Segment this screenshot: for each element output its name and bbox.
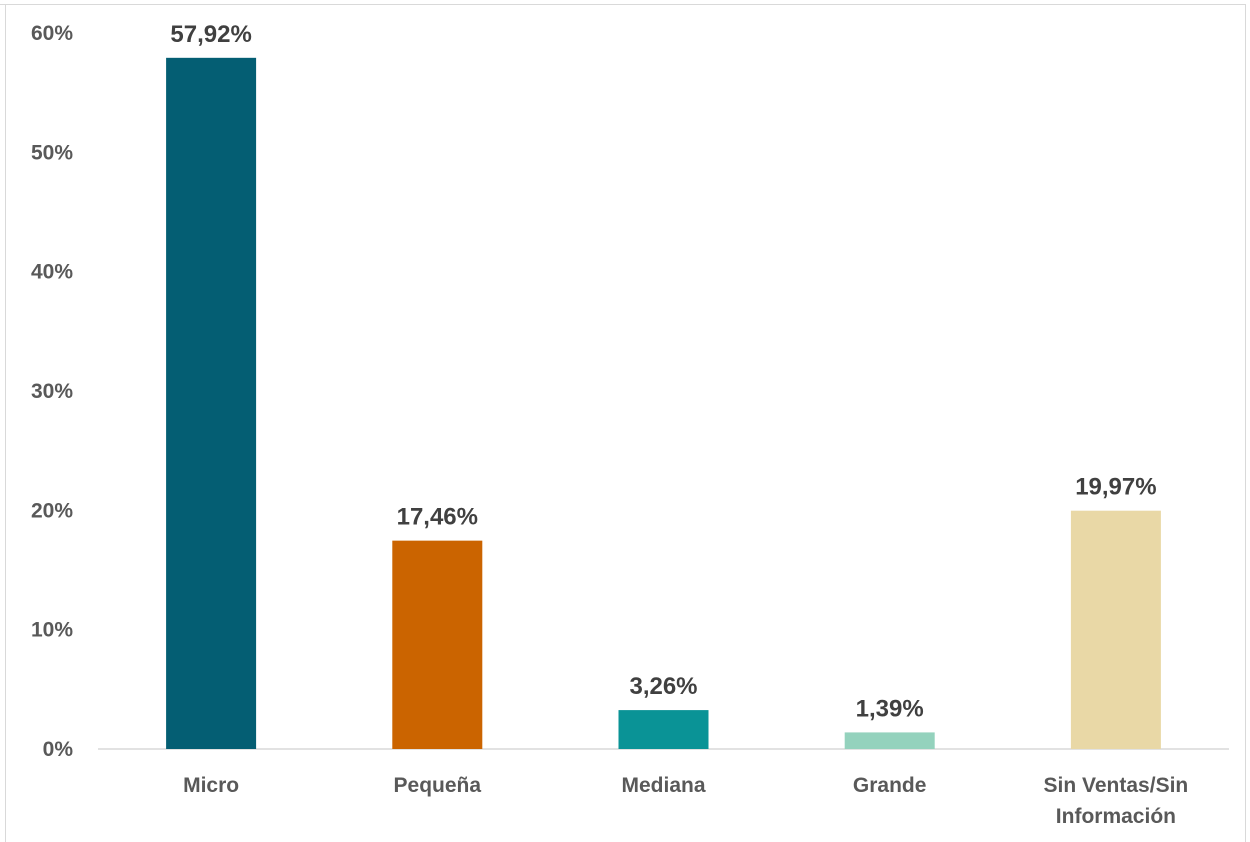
x-tick-label: Pequeña — [394, 774, 482, 797]
x-tick-label: Sin Ventas/Sin — [1044, 774, 1189, 797]
y-tick-label: 20% — [31, 499, 73, 522]
y-tick-label: 30% — [31, 380, 73, 403]
chart-border-left — [5, 4, 6, 842]
data-label: 57,92% — [170, 21, 251, 48]
data-label: 3,26% — [629, 673, 697, 700]
y-tick-label: 10% — [31, 619, 73, 642]
bar — [1070, 510, 1161, 749]
x-tick-label: Mediana — [621, 774, 705, 797]
data-label: 19,97% — [1075, 474, 1156, 501]
y-tick-label: 0% — [43, 738, 74, 761]
y-tick-label: 60% — [31, 22, 73, 45]
chart-border-top — [0, 4, 1245, 5]
bar — [392, 540, 483, 749]
x-tick-label: Micro — [183, 774, 239, 797]
data-label: 17,46% — [397, 504, 478, 531]
bar — [166, 57, 257, 749]
x-axis: Micro Pequeña Mediana Grande Sin Ventas/Sin I… — [183, 774, 1188, 828]
data-labels: 57,92% 17,46% 3,26% 1,39% 19,97% — [170, 21, 1156, 723]
data-label: 1,39% — [856, 695, 924, 722]
bar — [844, 732, 935, 749]
bar — [618, 710, 709, 749]
y-tick-label: 40% — [31, 261, 73, 284]
bars — [166, 57, 1161, 749]
y-axis: 0% 10% 20% 30% 40% 50% 60% — [31, 22, 73, 761]
x-tick-label: Grande — [853, 774, 927, 797]
chart-border-right — [1245, 4, 1246, 842]
x-tick-label: Información — [1056, 805, 1176, 828]
y-tick-label: 50% — [31, 141, 73, 164]
